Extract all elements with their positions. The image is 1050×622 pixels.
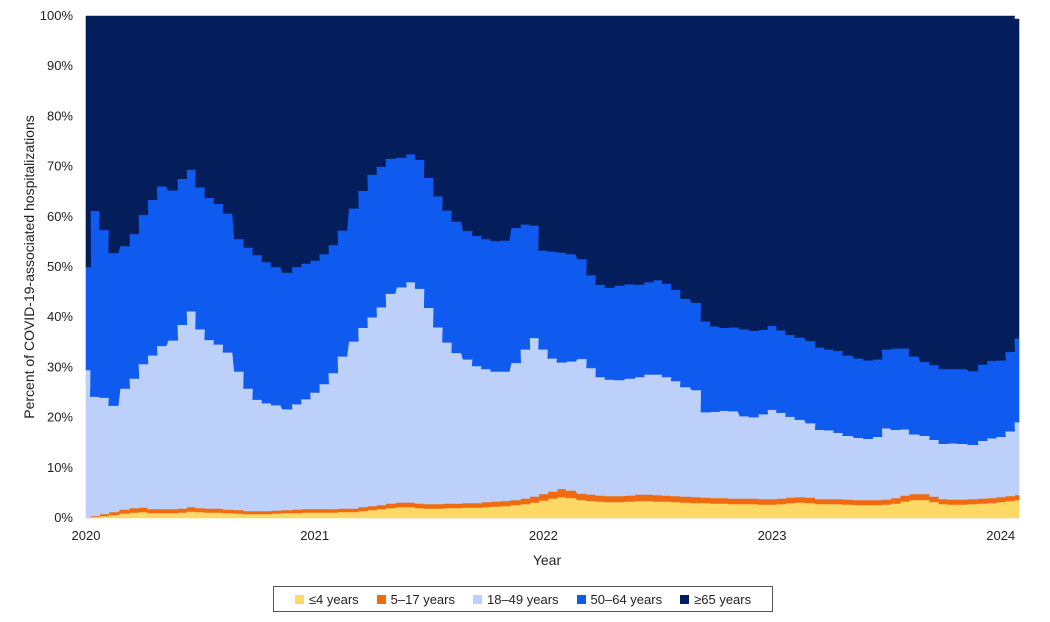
series-area <box>85 15 1020 372</box>
legend-swatch <box>376 594 386 604</box>
y-tick-label: 90% <box>47 58 73 73</box>
y-tick-label: 100% <box>40 8 74 23</box>
legend-swatch <box>472 594 482 604</box>
y-tick-label: 70% <box>47 159 73 174</box>
y-axis-title: Percent of COVID-19-associated hospitali… <box>21 115 37 418</box>
plot-area <box>85 15 1020 519</box>
x-tick-label: 2024 <box>986 528 1015 543</box>
x-tick-label: 2021 <box>300 528 329 543</box>
x-tick-label: 2023 <box>758 528 787 543</box>
legend-item: 50–64 years <box>576 591 663 607</box>
y-tick-label: 30% <box>47 359 73 374</box>
y-axis-tick-labels: 0% 10% 20% 30% 40% 50% 60% 70% 80% 90% 100% <box>40 8 74 525</box>
y-tick-label: 50% <box>47 259 73 274</box>
y-tick-label: 60% <box>47 209 73 224</box>
x-axis-title: Year <box>533 552 562 568</box>
y-tick-label: 80% <box>47 108 73 123</box>
y-tick-label: 20% <box>47 410 73 425</box>
legend-item: 5–17 years <box>376 591 455 607</box>
legend-label: ≥65 years <box>694 591 752 607</box>
legend-swatch <box>680 594 690 604</box>
legend-label: 5–17 years <box>390 591 455 607</box>
legend-item: 18–49 years <box>472 591 559 607</box>
legend-label: 18–49 years <box>486 591 559 607</box>
legend-label: ≤4 years <box>308 591 359 607</box>
legend-item: ≤4 years <box>294 591 359 607</box>
legend-swatch <box>294 594 304 604</box>
x-tick-label: 2022 <box>529 528 558 543</box>
legend-swatch <box>576 594 586 604</box>
y-tick-label: 10% <box>47 460 73 475</box>
x-axis-tick-labels: 2020 2021 2022 2023 2024 <box>72 528 1016 543</box>
legend-item: ≥65 years <box>680 592 751 607</box>
legend-label: 50–64 years <box>590 591 663 607</box>
chart-legend: ≤4 years 5–17 years 18–49 years 50–64 years… <box>273 586 773 612</box>
x-tick-label: 2020 <box>72 528 101 543</box>
y-tick-label: 0% <box>54 510 73 525</box>
y-tick-label: 40% <box>47 309 73 324</box>
